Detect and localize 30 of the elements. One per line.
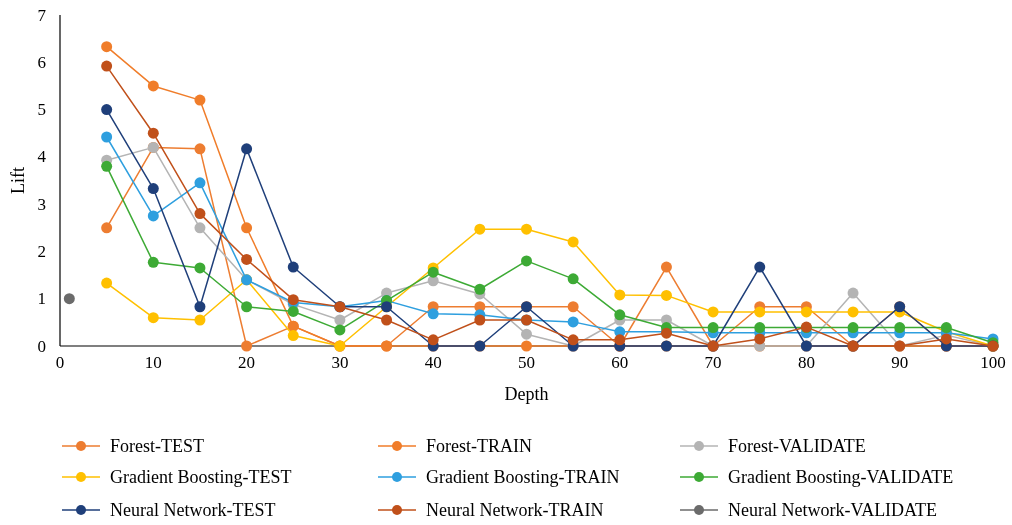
y-tick-label: 5 [37,100,46,120]
legend-label: Forest-TRAIN [426,436,532,457]
x-tick-label: 60 [611,353,629,372]
x-tick-label: 50 [518,353,535,372]
legend-label: Forest-VALIDATE [728,436,866,457]
legend-label: Gradient Boosting-TRAIN [426,467,620,488]
x-tick-label: 20 [238,353,256,372]
x-tick-label: 90 [891,353,909,372]
x-tick-label: 80 [797,353,815,372]
legend-label: Gradient Boosting-TEST [110,467,292,488]
x-tick-label: 30 [331,353,349,372]
legend-label: Forest-TEST [110,436,204,457]
legend-label: Gradient Boosting-VALIDATE [728,467,954,488]
x-tick-label: 0 [55,353,65,372]
x-tick-label: 10 [144,353,162,372]
y-tick-label: 4 [37,147,47,167]
x-tick-label: 100 [980,353,1006,372]
legend-label: Neural Network-TEST [110,500,276,521]
x-tick-label: 70 [704,353,722,372]
y-tick-label: 2 [37,241,46,261]
y-tick-label: 0 [37,336,46,356]
x-axis-title: Depth [504,384,549,404]
y-tick-label: 1 [37,289,46,309]
x-tick-label: 40 [424,353,442,372]
y-axis-title: Lift [8,167,28,194]
legend-label: Neural Network-TRAIN [426,500,604,521]
y-tick-label: 6 [37,52,46,72]
y-tick-label: 3 [37,194,46,214]
legend-label: Neural Network-VALIDATE [728,500,938,521]
y-tick-label: 7 [37,5,47,25]
